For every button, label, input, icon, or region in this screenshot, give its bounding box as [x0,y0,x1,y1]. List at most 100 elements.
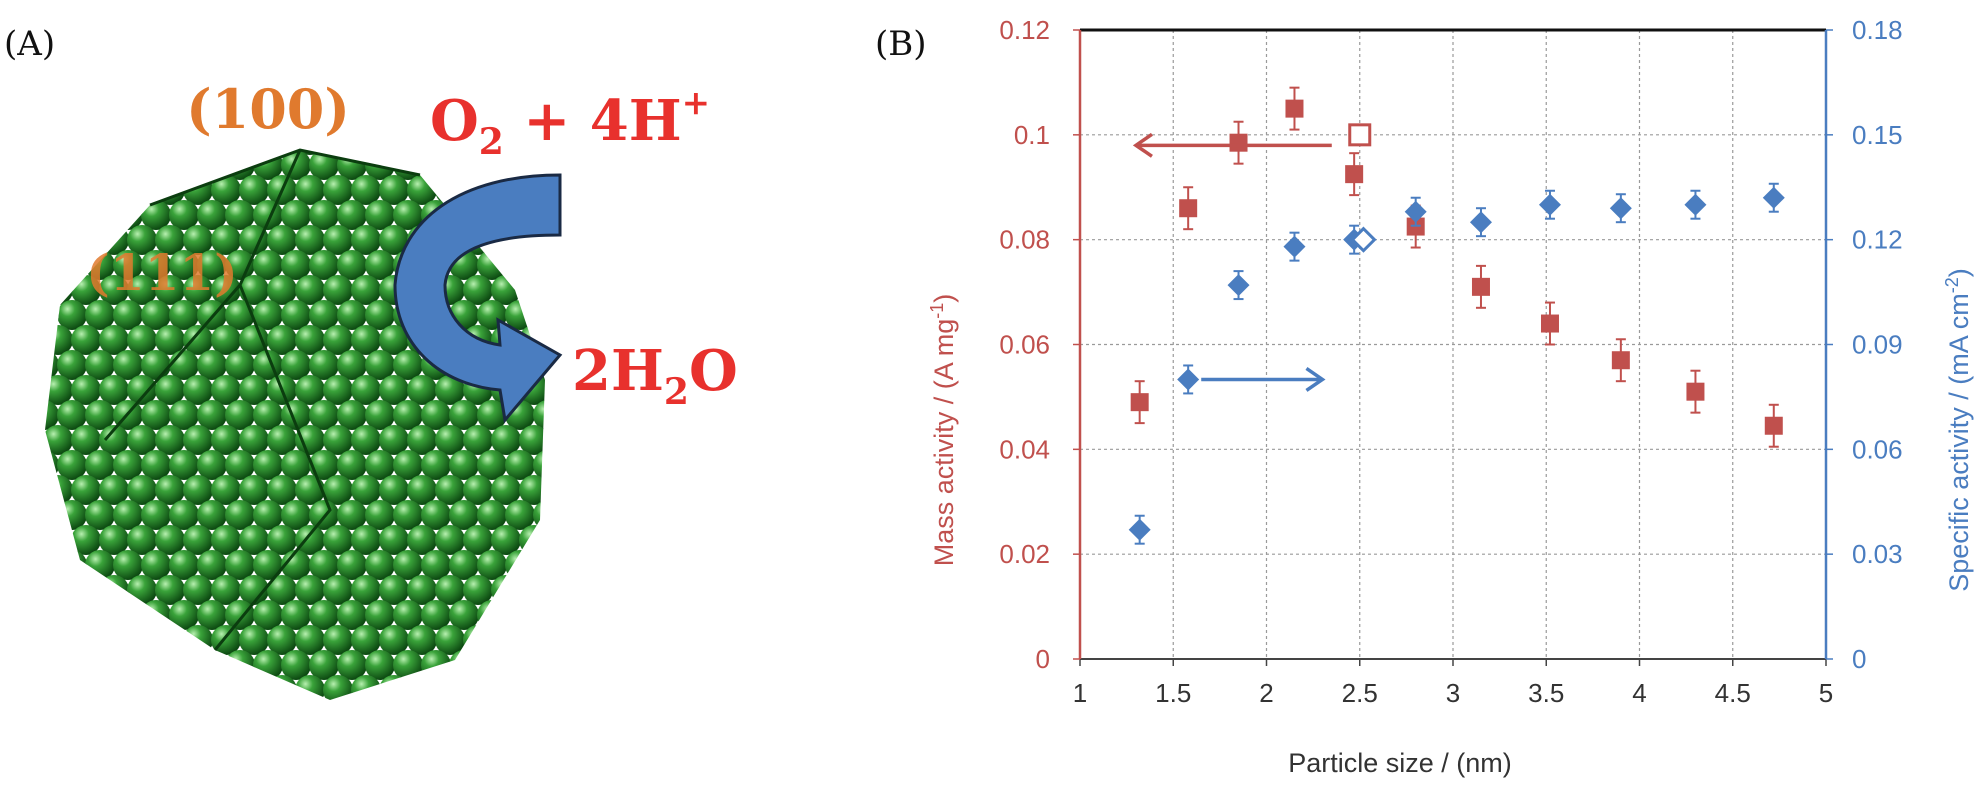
atom-sphere [309,250,339,280]
atom-sphere [379,375,409,405]
atom-sphere [155,425,185,455]
atom-sphere [449,550,479,580]
atom-sphere [113,350,143,380]
mass-activity-point [1179,199,1198,218]
atom-sphere [505,600,535,630]
atom-sphere [71,375,101,405]
mass-activity-point [1471,277,1490,296]
atom-sphere [323,275,353,305]
specific-activity-point [1283,235,1306,258]
atom-sphere [491,425,521,455]
atom-sphere [477,600,507,630]
atom-sphere [267,475,297,505]
right-y-tick-label: 0.12 [1852,225,1903,255]
atom-sphere [113,550,143,580]
atom-sphere [15,575,45,605]
atom-sphere [519,425,545,455]
atom-sphere [45,400,59,430]
facet-100-label: (100) [186,77,350,141]
atom-sphere [45,175,73,205]
atom-sphere [393,350,423,380]
atom-sphere [281,500,311,530]
atom-sphere [267,625,297,655]
axes [1078,28,1828,660]
atom-sphere [169,700,199,730]
atom-sphere [71,575,101,605]
atom-sphere [211,675,241,700]
atom-sphere [463,525,493,555]
atom-sphere [505,500,535,530]
atom-sphere [253,250,283,280]
mass-activity-point [1406,217,1425,236]
atom-sphere [239,175,269,205]
atom-sphere [197,550,227,580]
reactant-equation: O2 + 4H+ [430,83,710,163]
atom-sphere [295,375,325,405]
data-series [1128,86,1785,545]
atom-sphere [71,475,101,505]
atom-sphere [435,675,465,700]
left-y-tick-label: 0.12 [999,15,1050,45]
atom-sphere [85,150,115,180]
atom-sphere [45,625,73,655]
atom-sphere [351,675,381,700]
atom-sphere [421,600,451,630]
atom-sphere [365,400,395,430]
atom-sphere [505,550,535,580]
atom-sphere [85,650,115,680]
atom-sphere [169,550,199,580]
atom-sphere [99,150,129,155]
atom-sphere [379,575,409,605]
atom-sphere [407,575,437,605]
atom-sphere [127,325,157,355]
atom-sphere [407,425,437,455]
atom-sphere [281,550,311,580]
atom-sphere [449,400,479,430]
atom-sphere [309,550,339,580]
atom-sphere [85,450,115,480]
atom-sphere [169,150,199,180]
arrow-head [1305,367,1326,392]
atom-sphere [127,275,157,305]
atom-sphere [127,225,157,255]
x-tick-label: 2 [1259,678,1273,708]
atom-sphere [407,675,437,700]
atom-sphere [267,675,297,700]
atom-sphere [197,700,227,730]
atom-sphere [463,475,493,505]
specific-activity-point [1538,193,1561,216]
atom-sphere [533,650,545,680]
atom-sphere [57,150,87,180]
facet-edge [213,284,332,651]
atom-sphere [45,675,73,700]
atom-sphere [295,575,325,605]
atom-sphere [267,325,297,355]
atom-sphere [211,475,241,505]
atom-sphere [15,675,45,705]
atom-sphere [393,400,423,430]
atom-sphere [127,375,157,405]
atom-sphere [533,300,545,330]
atom-sphere [197,150,227,180]
atom-sphere [253,450,283,480]
x-tick-label: 3 [1446,678,1460,708]
atom-sphere [225,200,255,230]
atom-sphere [533,700,563,730]
atom-sphere [281,450,311,480]
atom-sphere [477,400,507,430]
specific-activity-point [1684,193,1707,216]
atom-sphere [323,575,353,605]
arrow-head [1132,132,1153,158]
atom-sphere [45,225,73,255]
atom-sphere [365,700,395,730]
atom-sphere [253,500,283,530]
atom-sphere [323,675,353,700]
nanoparticle-illustration: (100) (111) O2 + 4H+ 2H2O [15,77,738,730]
atom-sphere [15,425,45,455]
atom-sphere [449,650,479,680]
mass-activity-point [1611,351,1630,370]
right-y-tick-label: 0 [1852,644,1866,674]
mass-activity-point [1540,314,1559,333]
atom-sphere [323,325,353,355]
atom-sphere [435,475,465,505]
